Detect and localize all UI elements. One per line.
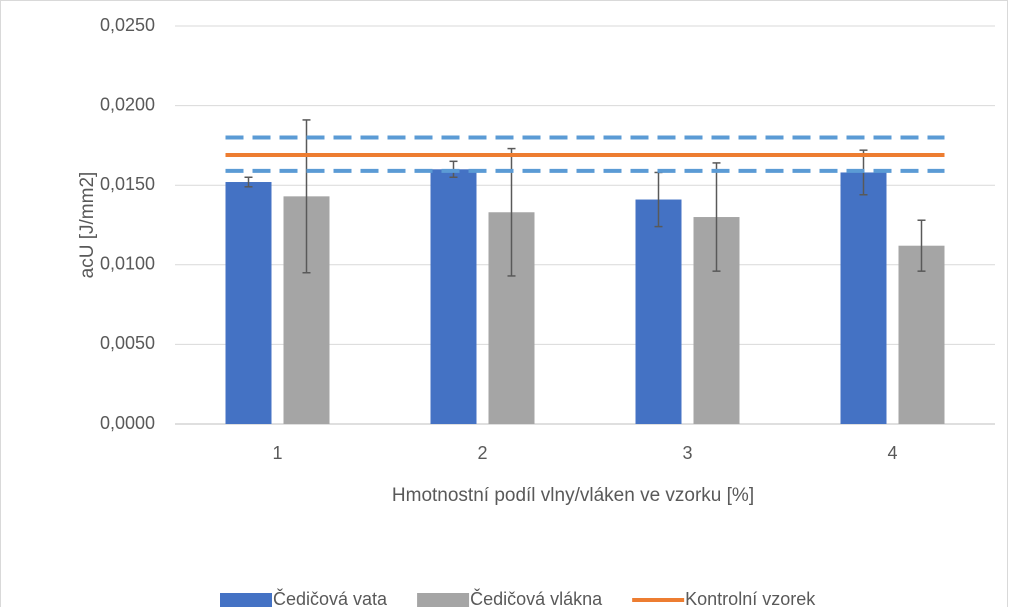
x-tick-label: 4 [887,443,897,463]
x-tick-label: 3 [682,443,692,463]
bar [898,245,945,424]
y-tick-label: 0,0250 [100,15,155,35]
legend-label: Čedičová vata [273,588,388,607]
error-bar [244,176,253,188]
y-axis-title: acU [J/mm2] [77,172,98,279]
y-tick-label: 0,0150 [100,174,155,194]
bar [430,169,477,424]
x-tick-label: 2 [477,443,487,463]
legend-label: Čedičová vlákna [470,588,603,607]
x-tick-label: 1 [272,443,282,463]
legend-swatch [220,593,272,607]
bar [840,172,887,424]
error-bar [712,162,721,272]
error-bar [917,219,926,272]
bar [225,182,272,424]
y-tick-label: 0,0000 [100,413,155,433]
legend-label: Kontrolní vzorek [685,589,816,607]
y-tick-label: 0,0200 [100,94,155,114]
bar [635,199,682,424]
legend-swatch [417,593,470,607]
y-tick-label: 0,0050 [100,333,155,353]
y-tick-label: 0,0100 [100,254,155,274]
error-bar [302,119,311,274]
x-axis-title: Hmotnostní podíl vlny/vláken ve vzorku [… [392,485,754,506]
